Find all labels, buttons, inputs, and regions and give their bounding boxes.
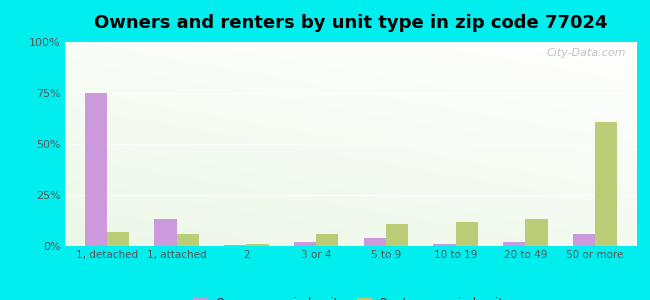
Bar bbox=[107, 232, 129, 246]
Bar bbox=[595, 122, 617, 246]
Bar bbox=[525, 220, 548, 246]
Bar bbox=[386, 224, 408, 246]
Bar bbox=[316, 234, 339, 246]
Bar bbox=[294, 242, 316, 246]
Legend: Owner occupied units, Renter occupied units: Owner occupied units, Renter occupied un… bbox=[188, 293, 514, 300]
Bar bbox=[84, 93, 107, 246]
Bar bbox=[573, 234, 595, 246]
Bar bbox=[456, 221, 478, 246]
Bar bbox=[177, 234, 199, 246]
Title: Owners and renters by unit type in zip code 77024: Owners and renters by unit type in zip c… bbox=[94, 14, 608, 32]
Bar bbox=[246, 244, 268, 246]
Bar bbox=[363, 238, 386, 246]
Bar bbox=[154, 220, 177, 246]
Bar bbox=[434, 244, 456, 246]
Bar bbox=[224, 245, 246, 246]
Bar bbox=[503, 242, 525, 246]
Text: City-Data.com: City-Data.com bbox=[546, 48, 625, 58]
